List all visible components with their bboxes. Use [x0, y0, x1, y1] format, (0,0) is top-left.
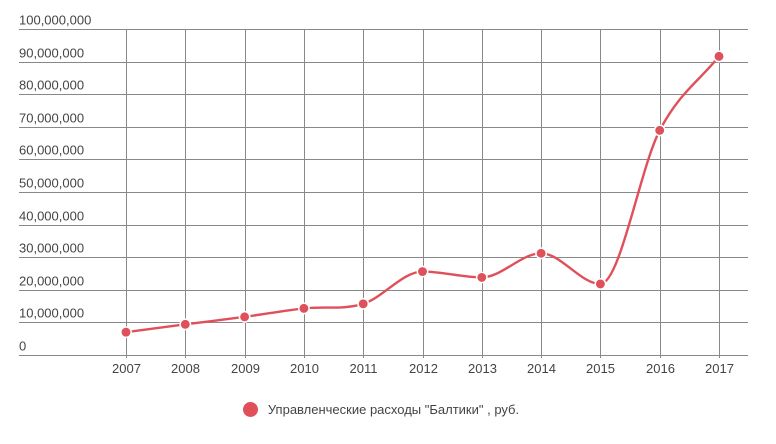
y-tick-label: 0	[19, 339, 26, 354]
x-tick-label: 2016	[646, 361, 675, 376]
data-point[interactable]	[179, 318, 192, 331]
data-point[interactable]	[357, 297, 370, 310]
legend: Управленческие расходы "Балтики" , руб.	[0, 398, 776, 420]
legend-label: Управленческие расходы "Балтики" , руб.	[267, 401, 520, 417]
legend-item[interactable]: Управленческие расходы "Балтики" , руб.	[242, 401, 520, 417]
series-data-points	[120, 50, 725, 339]
y-tick-label: 60,000,000	[19, 143, 84, 158]
x-tick-label: 2009	[231, 361, 260, 376]
x-tick-label: 2015	[586, 361, 615, 376]
vertical-gridlines	[126, 29, 720, 358]
data-point[interactable]	[416, 265, 429, 278]
y-tick-label: 40,000,000	[19, 209, 84, 224]
y-tick-label: 50,000,000	[19, 176, 84, 191]
x-tick-label: 2010	[290, 361, 319, 376]
data-point[interactable]	[535, 247, 548, 260]
y-axis-tick-labels: 0 10,000,000 20,000,000 30,000,000 40,000,00…	[19, 13, 91, 354]
horizontal-gridlines	[19, 29, 748, 356]
y-tick-label: 80,000,000	[19, 78, 84, 93]
y-tick-label: 100,000,000	[19, 13, 91, 28]
y-tick-label: 30,000,000	[19, 241, 84, 256]
data-point[interactable]	[297, 302, 310, 315]
data-point[interactable]	[238, 310, 251, 323]
data-point[interactable]	[120, 326, 132, 339]
data-point[interactable]	[713, 50, 725, 63]
data-point[interactable]	[594, 277, 607, 290]
y-tick-label: 90,000,000	[19, 46, 84, 61]
x-tick-label: 2017	[705, 361, 734, 376]
y-tick-label: 20,000,000	[19, 274, 84, 289]
x-tick-label: 2007	[112, 361, 141, 376]
y-tick-label: 10,000,000	[19, 306, 84, 321]
x-tick-label: 2014	[527, 361, 556, 376]
data-point[interactable]	[653, 124, 666, 137]
x-axis-tick-labels: 2007 2008 2009 2010 2011 2012 2013 2014 2015 2016…	[112, 361, 734, 376]
x-tick-label: 2013	[468, 361, 497, 376]
data-point[interactable]	[475, 271, 488, 284]
x-tick-label: 2012	[409, 361, 438, 376]
x-tick-label: 2011	[350, 361, 378, 376]
legend-marker-icon	[242, 401, 258, 417]
y-tick-label: 70,000,000	[19, 111, 84, 126]
x-tick-label: 2008	[171, 361, 200, 376]
